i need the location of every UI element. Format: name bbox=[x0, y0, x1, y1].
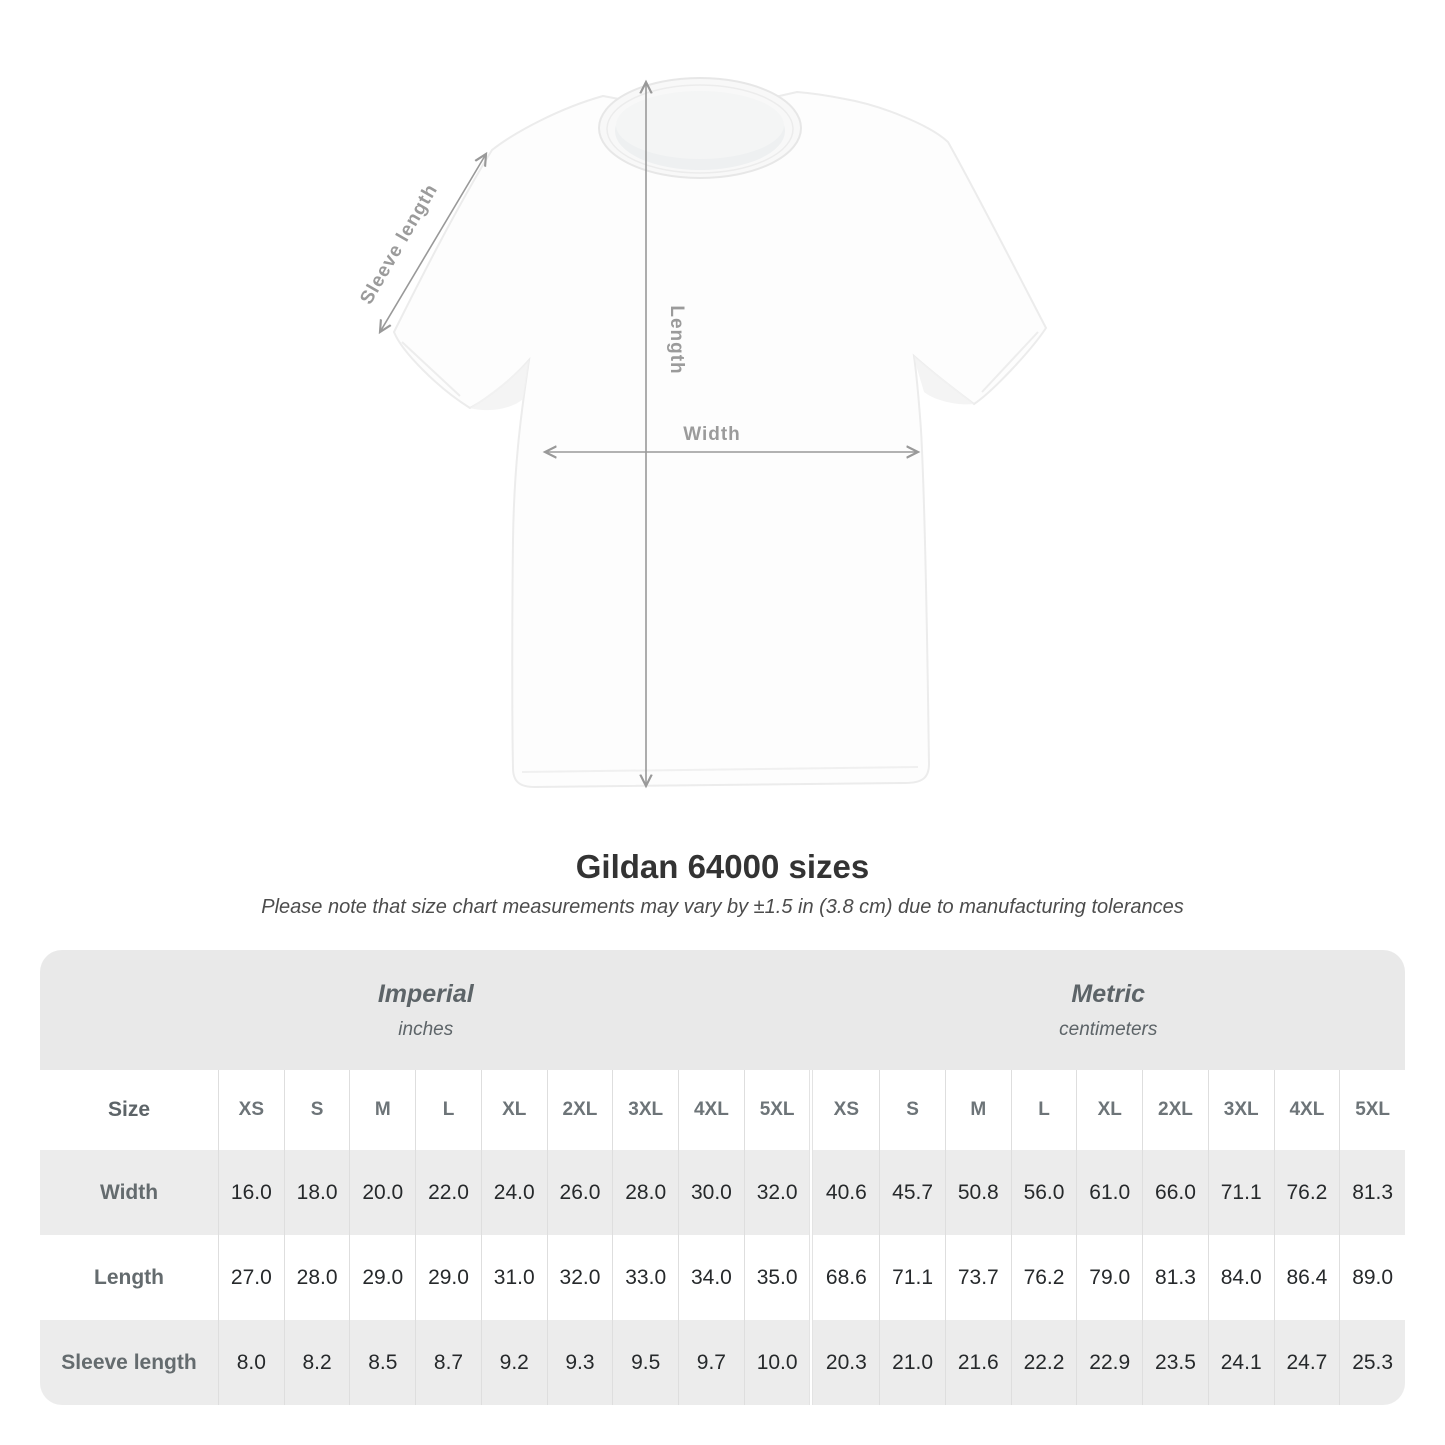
imperial-label: Imperial bbox=[377, 979, 474, 1008]
cell-width-imperial-L: 22.0 bbox=[415, 1150, 481, 1235]
tshirt-collar bbox=[598, 77, 802, 179]
cell-width-metric-3XL: 71.1 bbox=[1207, 1150, 1274, 1235]
cell-sleeve-length-imperial-L: 8.7 bbox=[415, 1320, 481, 1405]
cell-width-metric-XS: 40.6 bbox=[813, 1150, 880, 1235]
row-label-length: Length bbox=[40, 1235, 218, 1320]
tshirt-silhouette bbox=[392, 77, 1048, 789]
unit-header-band: Imperial inches Metric centimeters bbox=[40, 950, 1405, 1070]
cell-length-metric-XS: 68.6 bbox=[813, 1235, 880, 1320]
cell-length-metric-M: 73.7 bbox=[944, 1235, 1011, 1320]
cell-sleeve-length-metric-M: 21.6 bbox=[944, 1320, 1011, 1405]
sleeve-length-arrow bbox=[380, 154, 486, 332]
section-divider bbox=[809, 1150, 814, 1235]
imperial-section-header: Imperial inches bbox=[40, 950, 812, 1070]
length-label: Length bbox=[666, 305, 687, 374]
cell-sleeve-length-imperial-5XL: 10.0 bbox=[743, 1320, 810, 1405]
cell-length-imperial-M: 29.0 bbox=[349, 1235, 416, 1320]
cell-length-metric-2XL: 81.3 bbox=[1142, 1235, 1208, 1320]
row-label-sleeve-length: Sleeve length bbox=[40, 1320, 218, 1405]
cell-width-imperial-2XL: 26.0 bbox=[546, 1150, 613, 1235]
cell-length-imperial-XL: 31.0 bbox=[480, 1235, 547, 1320]
cell-sleeve-length-metric-XS: 20.3 bbox=[813, 1320, 880, 1405]
cell-sleeve-length-imperial-XS: 8.0 bbox=[218, 1320, 284, 1405]
size-header-imperial-2XL: 2XL bbox=[546, 1070, 613, 1150]
tshirt-photo: Sleeve length Length Width bbox=[356, 77, 1048, 830]
cell-length-imperial-2XL: 32.0 bbox=[546, 1235, 613, 1320]
cell-length-metric-L: 76.2 bbox=[1010, 1235, 1077, 1320]
size-header-imperial-3XL: 3XL bbox=[612, 1070, 679, 1150]
metric-label: Metric bbox=[1071, 979, 1146, 1008]
size-header-imperial-5XL: 5XL bbox=[743, 1070, 810, 1150]
cell-width-imperial-5XL: 32.0 bbox=[743, 1150, 810, 1235]
cell-length-metric-XL: 79.0 bbox=[1076, 1235, 1143, 1320]
cell-width-imperial-3XL: 28.0 bbox=[612, 1150, 679, 1235]
size-header-metric-S: S bbox=[879, 1070, 945, 1150]
size-header-imperial-M: M bbox=[349, 1070, 416, 1150]
size-header-imperial-L: L bbox=[415, 1070, 481, 1150]
size-header-imperial-XS: XS bbox=[218, 1070, 284, 1150]
size-chart-table: Imperial inches Metric centimeters Size X… bbox=[40, 950, 1405, 1405]
cell-sleeve-length-metric-S: 21.0 bbox=[879, 1320, 945, 1405]
cell-width-metric-S: 45.7 bbox=[879, 1150, 945, 1235]
cell-sleeve-length-imperial-XL: 9.2 bbox=[480, 1320, 547, 1405]
section-divider bbox=[809, 1235, 814, 1320]
cell-length-metric-5XL: 89.0 bbox=[1339, 1235, 1405, 1320]
size-header-metric-2XL: 2XL bbox=[1142, 1070, 1208, 1150]
cell-width-imperial-XS: 16.0 bbox=[218, 1150, 284, 1235]
cell-length-imperial-4XL: 34.0 bbox=[678, 1235, 744, 1320]
cell-sleeve-length-metric-L: 22.2 bbox=[1010, 1320, 1077, 1405]
metric-unit: centimeters bbox=[1059, 1018, 1158, 1040]
cell-sleeve-length-imperial-M: 8.5 bbox=[349, 1320, 416, 1405]
cell-length-metric-4XL: 86.4 bbox=[1273, 1235, 1340, 1320]
cell-width-metric-4XL: 76.2 bbox=[1273, 1150, 1340, 1235]
cell-length-imperial-5XL: 35.0 bbox=[743, 1235, 810, 1320]
size-header-metric-4XL: 4XL bbox=[1273, 1070, 1340, 1150]
width-label: Width bbox=[683, 424, 741, 445]
cell-width-metric-L: 56.0 bbox=[1010, 1150, 1077, 1235]
row-label-width: Width bbox=[40, 1150, 218, 1235]
section-divider bbox=[809, 1070, 814, 1150]
cell-width-metric-5XL: 81.3 bbox=[1339, 1150, 1405, 1235]
size-column-header: Size bbox=[40, 1070, 218, 1150]
size-header-metric-L: L bbox=[1010, 1070, 1077, 1150]
tolerance-note: Please note that size chart measurements… bbox=[261, 896, 1184, 918]
cell-sleeve-length-imperial-S: 8.2 bbox=[283, 1320, 350, 1405]
imperial-unit: inches bbox=[398, 1018, 454, 1040]
cell-width-imperial-M: 20.0 bbox=[349, 1150, 416, 1235]
cell-width-metric-M: 50.8 bbox=[944, 1150, 1011, 1235]
section-divider bbox=[809, 1320, 814, 1405]
size-header-imperial-S: S bbox=[283, 1070, 350, 1150]
cell-length-imperial-XS: 27.0 bbox=[218, 1235, 284, 1320]
cell-sleeve-length-imperial-4XL: 9.7 bbox=[678, 1320, 744, 1405]
cell-length-imperial-3XL: 33.0 bbox=[612, 1235, 679, 1320]
size-header-imperial-XL: XL bbox=[480, 1070, 547, 1150]
cell-sleeve-length-metric-5XL: 25.3 bbox=[1339, 1320, 1405, 1405]
size-header-metric-XS: XS bbox=[813, 1070, 880, 1150]
size-header-metric-3XL: 3XL bbox=[1207, 1070, 1274, 1150]
cell-sleeve-length-metric-4XL: 24.7 bbox=[1273, 1320, 1340, 1405]
cell-length-imperial-S: 28.0 bbox=[283, 1235, 350, 1320]
cell-length-metric-3XL: 84.0 bbox=[1207, 1235, 1274, 1320]
size-header-metric-M: M bbox=[944, 1070, 1011, 1150]
cell-length-metric-S: 71.1 bbox=[879, 1235, 945, 1320]
cell-width-imperial-4XL: 30.0 bbox=[678, 1150, 744, 1235]
cell-width-imperial-XL: 24.0 bbox=[480, 1150, 547, 1235]
cell-width-imperial-S: 18.0 bbox=[283, 1150, 350, 1235]
size-header-metric-XL: XL bbox=[1076, 1070, 1143, 1150]
metric-section-header: Metric centimeters bbox=[812, 950, 1406, 1070]
cell-sleeve-length-imperial-2XL: 9.3 bbox=[546, 1320, 613, 1405]
page-title: Gildan 64000 sizes bbox=[575, 848, 870, 885]
size-diagram: Sleeve length Length Width bbox=[356, 77, 1048, 830]
size-header-imperial-4XL: 4XL bbox=[678, 1070, 744, 1150]
size-table-grid: Size XS S M L XL 2XL 3XL 4XL 5XL XS S M L XL 2XL 3XL 4XL 5… bbox=[40, 1070, 1405, 1405]
cell-sleeve-length-imperial-3XL: 9.5 bbox=[612, 1320, 679, 1405]
cell-sleeve-length-metric-2XL: 23.5 bbox=[1142, 1320, 1208, 1405]
cell-sleeve-length-metric-XL: 22.9 bbox=[1076, 1320, 1143, 1405]
cell-width-metric-2XL: 66.0 bbox=[1142, 1150, 1208, 1235]
size-header-metric-5XL: 5XL bbox=[1339, 1070, 1405, 1150]
cell-length-imperial-L: 29.0 bbox=[415, 1235, 481, 1320]
cell-width-metric-XL: 61.0 bbox=[1076, 1150, 1143, 1235]
cell-sleeve-length-metric-3XL: 24.1 bbox=[1207, 1320, 1274, 1405]
